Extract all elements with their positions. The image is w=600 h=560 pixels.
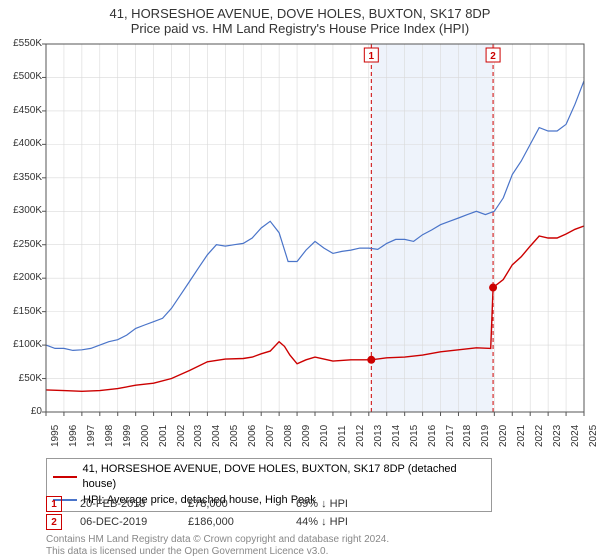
y-tick-label: £400K bbox=[2, 138, 42, 149]
sale-num-1: 1 bbox=[46, 496, 62, 512]
x-tick-label: 2018 bbox=[462, 425, 473, 447]
sale-row-2: 2 06-DEC-2019 £186,000 44% ↓ HPI bbox=[46, 514, 386, 530]
title-block: 41, HORSESHOE AVENUE, DOVE HOLES, BUXTON… bbox=[0, 0, 600, 36]
x-axis-labels: 1995 1996 1997 1998 1999 2000 2001 2002 2003 2004… bbox=[46, 415, 584, 455]
x-tick-label: 2000 bbox=[140, 425, 151, 447]
sale-price-2: £186,000 bbox=[188, 516, 278, 528]
price-chart: 12 bbox=[46, 44, 584, 412]
sale-vs-1: 69% ↓ HPI bbox=[296, 498, 386, 510]
legend-label-property: 41, HORSESHOE AVENUE, DOVE HOLES, BUXTON… bbox=[83, 462, 485, 493]
x-tick-label: 2004 bbox=[211, 425, 222, 447]
x-tick-label: 2012 bbox=[355, 425, 366, 447]
title-sub: Price paid vs. HM Land Registry's House … bbox=[0, 21, 600, 36]
x-tick-label: 2019 bbox=[480, 425, 491, 447]
x-tick-label: 2008 bbox=[283, 425, 294, 447]
x-tick-label: 2024 bbox=[570, 425, 581, 447]
legend-swatch-property bbox=[53, 476, 77, 478]
y-tick-label: £200K bbox=[2, 272, 42, 283]
sale-markers-block: 1 20-FEB-2013 £78,000 69% ↓ HPI 2 06-DEC… bbox=[46, 496, 386, 532]
x-tick-label: 1996 bbox=[68, 425, 79, 447]
y-tick-label: £100K bbox=[2, 339, 42, 350]
x-tick-label: 2013 bbox=[373, 425, 384, 447]
footer-text: Contains HM Land Registry data © Crown c… bbox=[46, 534, 389, 558]
sale-row-1: 1 20-FEB-2013 £78,000 69% ↓ HPI bbox=[46, 496, 386, 512]
y-tick-label: £300K bbox=[2, 205, 42, 216]
svg-text:2: 2 bbox=[490, 51, 496, 62]
footer-line-2: This data is licensed under the Open Gov… bbox=[46, 546, 389, 558]
sale-vs-2: 44% ↓ HPI bbox=[296, 516, 386, 528]
x-tick-label: 2021 bbox=[516, 425, 527, 447]
title-main: 41, HORSESHOE AVENUE, DOVE HOLES, BUXTON… bbox=[0, 6, 600, 21]
chart-container: 41, HORSESHOE AVENUE, DOVE HOLES, BUXTON… bbox=[0, 0, 600, 560]
x-tick-label: 2023 bbox=[552, 425, 563, 447]
x-tick-label: 1997 bbox=[86, 425, 97, 447]
sale-date-1: 20-FEB-2013 bbox=[80, 498, 170, 510]
y-tick-label: £250K bbox=[2, 239, 42, 250]
x-tick-label: 2011 bbox=[337, 425, 348, 447]
x-tick-label: 2006 bbox=[247, 425, 258, 447]
y-tick-label: £0 bbox=[2, 406, 42, 417]
x-tick-label: 2007 bbox=[265, 425, 276, 447]
x-tick-label: 2002 bbox=[176, 425, 187, 447]
x-tick-label: 2005 bbox=[229, 425, 240, 447]
y-tick-label: £500K bbox=[2, 71, 42, 82]
x-tick-label: 2001 bbox=[158, 425, 169, 447]
x-tick-label: 2017 bbox=[445, 425, 456, 447]
x-tick-label: 2016 bbox=[427, 425, 438, 447]
sale-num-2: 2 bbox=[46, 514, 62, 530]
x-tick-label: 1998 bbox=[104, 425, 115, 447]
footer-line-1: Contains HM Land Registry data © Crown c… bbox=[46, 534, 389, 546]
x-tick-label: 2022 bbox=[534, 425, 545, 447]
y-tick-label: £150K bbox=[2, 306, 42, 317]
x-tick-label: 2025 bbox=[588, 425, 599, 447]
x-tick-label: 2010 bbox=[319, 425, 330, 447]
x-tick-label: 2015 bbox=[409, 425, 420, 447]
y-tick-label: £550K bbox=[2, 38, 42, 49]
x-tick-label: 2014 bbox=[391, 425, 402, 447]
legend-row-property: 41, HORSESHOE AVENUE, DOVE HOLES, BUXTON… bbox=[53, 462, 485, 493]
y-tick-label: £350K bbox=[2, 172, 42, 183]
x-tick-label: 2003 bbox=[193, 425, 204, 447]
x-tick-label: 2009 bbox=[301, 425, 312, 447]
sale-date-2: 06-DEC-2019 bbox=[80, 516, 170, 528]
y-tick-label: £450K bbox=[2, 105, 42, 116]
svg-text:1: 1 bbox=[369, 51, 375, 62]
x-tick-label: 2020 bbox=[498, 425, 509, 447]
x-tick-label: 1995 bbox=[50, 425, 61, 447]
x-tick-label: 1999 bbox=[122, 425, 133, 447]
sale-price-1: £78,000 bbox=[188, 498, 278, 510]
y-tick-label: £50K bbox=[2, 373, 42, 384]
